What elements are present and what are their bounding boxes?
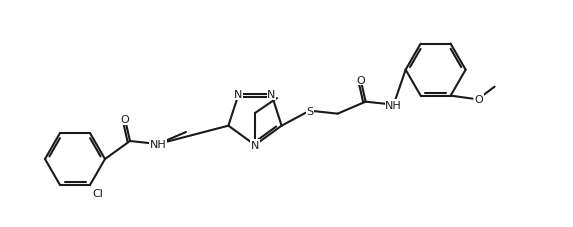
Text: N: N [234, 90, 243, 100]
Text: S: S [306, 106, 313, 116]
Text: N: N [267, 90, 276, 100]
Text: O: O [356, 75, 365, 85]
Text: O: O [474, 94, 483, 104]
Text: N: N [251, 140, 259, 150]
Text: NH: NH [150, 139, 166, 149]
Text: NH: NH [385, 100, 402, 110]
Text: O: O [121, 114, 129, 124]
Text: Cl: Cl [93, 188, 104, 198]
